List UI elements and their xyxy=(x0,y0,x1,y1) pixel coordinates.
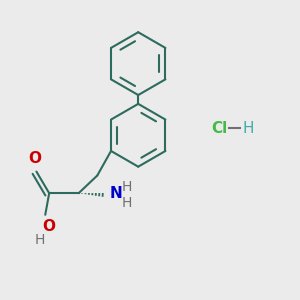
Text: H: H xyxy=(122,180,132,194)
Text: O: O xyxy=(43,219,56,234)
Text: H: H xyxy=(122,196,132,210)
Text: O: O xyxy=(28,151,41,166)
Text: Cl: Cl xyxy=(211,121,227,136)
Text: H: H xyxy=(34,233,45,248)
Text: N: N xyxy=(110,186,123,201)
Text: H: H xyxy=(242,121,254,136)
